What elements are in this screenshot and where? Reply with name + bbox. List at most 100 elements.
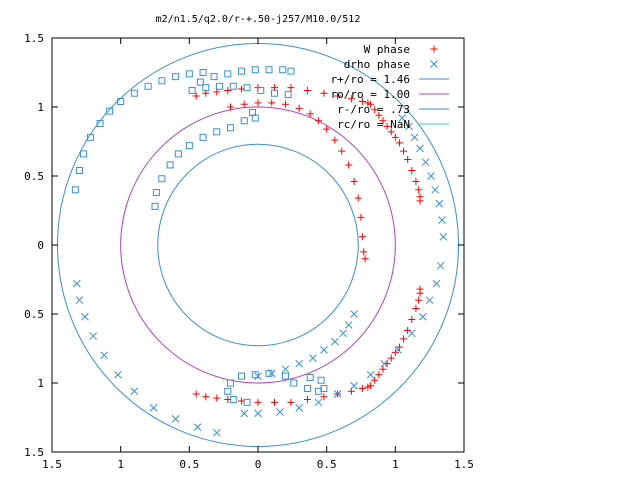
data-point xyxy=(251,114,259,122)
data-point xyxy=(227,379,235,387)
data-point xyxy=(213,128,221,136)
data-point xyxy=(130,387,139,396)
data-point xyxy=(172,73,180,81)
data-point xyxy=(398,114,407,122)
data-point xyxy=(152,189,160,197)
x-tick-label: 1 xyxy=(392,458,399,471)
data-point xyxy=(149,403,158,412)
data-point xyxy=(375,111,383,119)
data-point xyxy=(295,403,304,412)
data-point xyxy=(387,128,395,136)
data-point xyxy=(358,233,366,241)
data-point xyxy=(106,107,114,115)
data-point xyxy=(345,161,353,169)
data-point xyxy=(425,296,434,305)
data-point xyxy=(158,77,166,85)
data-point xyxy=(306,373,314,381)
data-point xyxy=(276,408,284,416)
data-point xyxy=(240,117,248,125)
data-point xyxy=(268,99,276,107)
data-point xyxy=(199,69,207,76)
data-point xyxy=(240,100,248,108)
data-point xyxy=(404,155,412,163)
x-tick-label: 0 xyxy=(255,458,262,471)
data-point xyxy=(202,84,210,92)
data-point xyxy=(72,279,81,288)
x-tick-label: 1.5 xyxy=(42,458,62,471)
data-point xyxy=(229,82,237,90)
legend-label: r-/ro = .73 xyxy=(337,103,410,116)
data-point xyxy=(279,66,287,74)
data-point xyxy=(350,178,358,186)
data-point xyxy=(391,133,399,141)
legend: W phase drho phase r+/ro = 1.46 ro/ro = 1.0… xyxy=(331,43,449,131)
data-point xyxy=(404,327,412,335)
y-tick-label: 1 xyxy=(37,101,44,114)
y-tick-label: 1 xyxy=(37,377,44,390)
data-point xyxy=(75,166,83,174)
circle-1 xyxy=(120,106,396,384)
axis-ticks: 1.5 1 0.5 0 0.5 1 1.51.510.500.511.5 xyxy=(24,32,474,471)
data-point xyxy=(192,92,200,100)
data-point xyxy=(265,369,273,377)
data-point xyxy=(199,133,207,141)
data-point xyxy=(185,70,193,78)
data-point xyxy=(306,110,314,118)
data-point xyxy=(436,261,445,270)
data-point xyxy=(216,82,224,90)
data-point xyxy=(415,296,423,304)
data-point xyxy=(380,359,389,368)
data-point xyxy=(309,354,317,363)
data-point xyxy=(431,185,440,194)
data-point xyxy=(407,329,416,338)
data-point xyxy=(96,120,104,128)
data-point xyxy=(243,84,251,92)
data-point xyxy=(100,351,109,360)
data-point xyxy=(331,337,339,346)
data-point xyxy=(75,296,84,305)
data-point xyxy=(360,248,368,256)
data-point xyxy=(257,86,265,94)
data-point xyxy=(408,166,416,174)
data-point xyxy=(185,142,193,150)
data-point xyxy=(270,89,278,97)
data-point xyxy=(358,385,366,393)
data-point xyxy=(358,97,366,105)
data-point xyxy=(405,122,413,131)
data-point xyxy=(295,104,303,112)
data-point xyxy=(151,202,159,210)
x-tick-label: 1 xyxy=(117,458,124,471)
data-point xyxy=(439,232,448,241)
data-point xyxy=(114,370,122,379)
data-point xyxy=(361,255,369,263)
x-tick-label: 0.5 xyxy=(317,458,337,471)
data-point xyxy=(295,359,304,368)
data-point xyxy=(357,213,365,221)
data-point xyxy=(421,158,430,167)
data-point xyxy=(144,82,152,90)
data-point xyxy=(281,372,289,380)
data-point xyxy=(303,396,311,404)
data-point xyxy=(89,332,98,340)
data-point xyxy=(350,381,358,390)
x-tick-label: 0.5 xyxy=(179,458,199,471)
data-point xyxy=(238,67,246,75)
data-point xyxy=(375,371,383,379)
chart-title: m2/n1.5/q2.0/r-+.50-j257/M10.0/512 xyxy=(156,14,361,25)
data-point xyxy=(415,186,423,194)
data-point xyxy=(81,312,89,321)
data-point xyxy=(354,194,362,202)
circle-2 xyxy=(157,143,359,347)
data-point xyxy=(287,67,295,75)
data-point xyxy=(166,161,174,169)
data-point xyxy=(400,335,408,343)
data-point xyxy=(251,66,259,74)
data-point xyxy=(224,70,232,78)
data-point xyxy=(427,172,435,180)
data-point xyxy=(379,365,387,373)
data-point xyxy=(367,100,375,108)
data-point xyxy=(224,86,232,94)
data-point xyxy=(265,66,273,74)
data-point xyxy=(192,390,200,398)
data-point xyxy=(412,304,420,312)
